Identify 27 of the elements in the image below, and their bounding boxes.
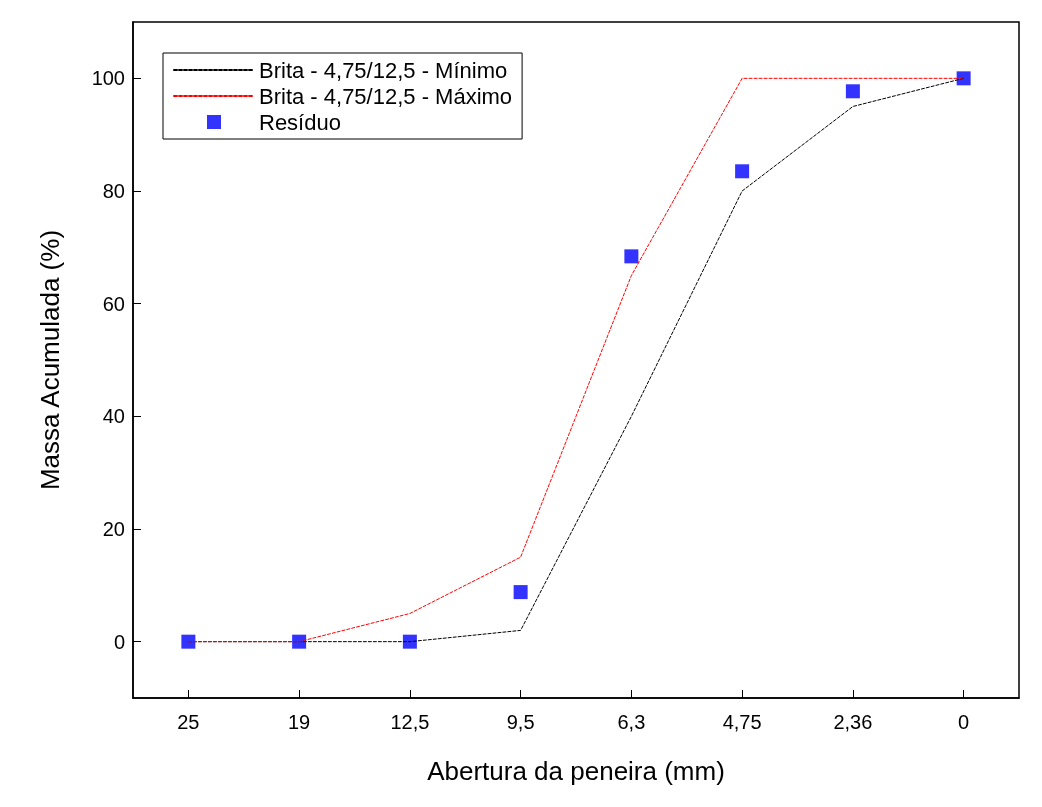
x-tick-label: 19 <box>288 711 311 733</box>
x-tick-label: 2,36 <box>833 711 873 733</box>
point <box>845 84 860 99</box>
y-tick-label: 0 <box>113 630 125 653</box>
point <box>181 634 196 649</box>
point <box>624 249 639 264</box>
y-tick-label: 40 <box>102 405 125 428</box>
point <box>956 71 971 86</box>
point <box>292 634 307 649</box>
y-tick-label: 60 <box>102 292 125 315</box>
x-tick-label: 9,5 <box>506 711 535 733</box>
x-tick-label: 12,5 <box>390 711 430 733</box>
x-tick-label: 6,3 <box>617 711 646 733</box>
x-tick-label: 4,75 <box>722 711 762 733</box>
y-tick-label: 20 <box>102 518 125 540</box>
y-axis-title: Massa Acumulada (%) <box>35 229 65 491</box>
x-tick-label: 0 <box>958 711 970 733</box>
x-tick-label: 25 <box>177 711 200 733</box>
point <box>402 634 417 649</box>
y-tick-label: 100 <box>91 67 125 90</box>
legend-label: Resíduo <box>259 109 341 135</box>
y-tick-label: 80 <box>102 180 125 202</box>
legend-label: Brita - 4,75/12,5 - Mínimo <box>259 57 508 83</box>
x-axis-title: Abertura da peneira (mm) <box>427 756 725 786</box>
legend-label: Brita - 4,75/12,5 - Máximo <box>259 83 513 109</box>
point <box>513 585 528 600</box>
point <box>735 164 750 179</box>
